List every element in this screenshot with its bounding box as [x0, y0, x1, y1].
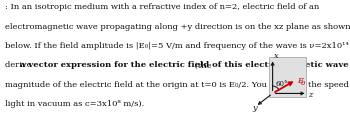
Text: below. If the field amplitude is |E₀|=5 V/m and frequency of the wave is ν=2x10¹: below. If the field amplitude is |E₀|=5 … — [5, 42, 350, 50]
Text: 60°: 60° — [276, 79, 288, 87]
Polygon shape — [269, 57, 306, 97]
Text: z: z — [308, 90, 313, 98]
Text: electromagnetic wave propagating along +y direction is on the xz plane as shown: electromagnetic wave propagating along +… — [5, 23, 350, 31]
Text: E: E — [298, 76, 304, 84]
Text: a vector expression for the electric field of this electromagnetic wave: a vector expression for the electric fie… — [20, 61, 349, 69]
Text: (the: (the — [192, 61, 211, 69]
Text: derive: derive — [5, 61, 34, 69]
Text: light in vacuum as c=3x10⁸ m/s).: light in vacuum as c=3x10⁸ m/s). — [5, 99, 145, 107]
Text: : In an isotropic medium with a refractive index of n=2, electric field of an: : In an isotropic medium with a refracti… — [5, 3, 320, 11]
Text: y: y — [252, 103, 257, 111]
Text: o: o — [300, 78, 304, 86]
Text: x: x — [274, 51, 278, 59]
Text: magnitude of the electric field at the origin at t=0 is E₀/2. You can take the s: magnitude of the electric field at the o… — [5, 80, 350, 88]
